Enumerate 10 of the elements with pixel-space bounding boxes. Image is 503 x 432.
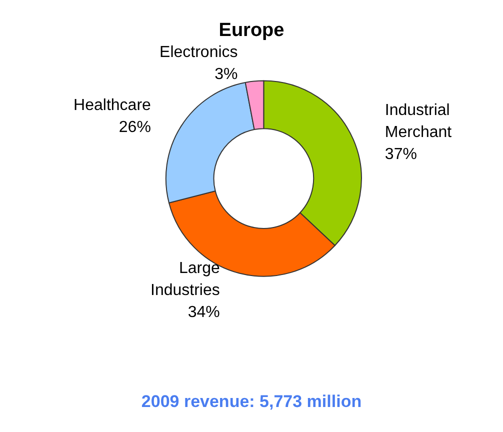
data-label: 34% [188, 304, 220, 322]
data-label: 26% [118, 119, 151, 136]
chart-title: Europe [218, 20, 284, 41]
data-label: 3% [214, 66, 238, 83]
slice-label: Industrial Merchant [384, 102, 452, 142]
slice-label: Healthcare [74, 97, 152, 114]
text: 2009 revenue: 5,773 million [141, 392, 362, 411]
slice-label: Large Industries [150, 260, 220, 300]
slice-label: Electronics [160, 44, 238, 61]
data-label: 37% [384, 146, 417, 164]
